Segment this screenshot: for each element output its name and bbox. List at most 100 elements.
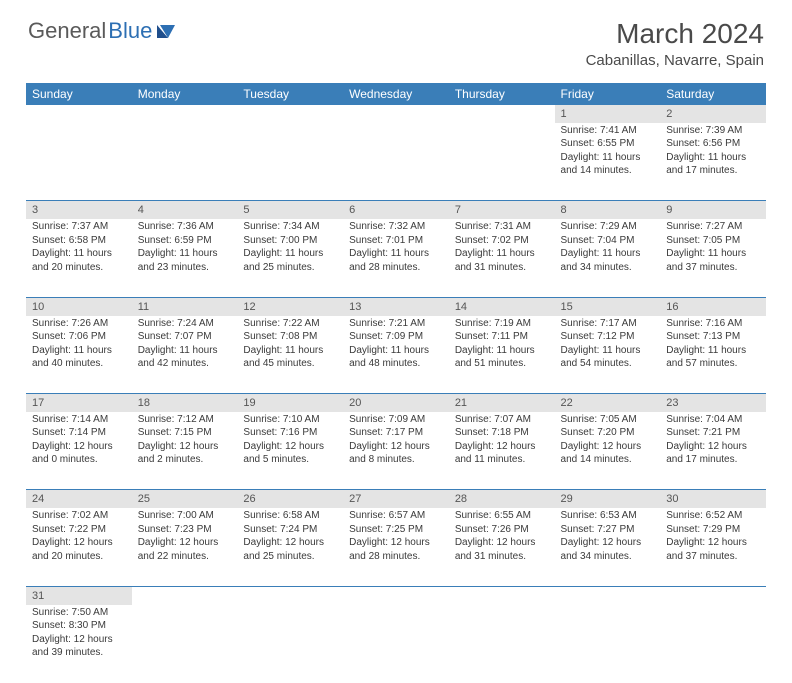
calendar-table: SundayMondayTuesdayWednesdayThursdayFrid…	[26, 83, 766, 683]
day-cell: Sunrise: 7:50 AMSunset: 8:30 PMDaylight:…	[26, 605, 132, 683]
day-number: 3	[26, 201, 132, 219]
content-row: Sunrise: 7:50 AMSunset: 8:30 PMDaylight:…	[26, 605, 766, 683]
cell-line-sunrise: Sunrise: 7:32 AM	[349, 220, 443, 234]
day-cell: Sunrise: 6:57 AMSunset: 7:25 PMDaylight:…	[343, 508, 449, 586]
day-cell: Sunrise: 7:19 AMSunset: 7:11 PMDaylight:…	[449, 316, 555, 394]
cell-line-sunset: Sunset: 7:11 PM	[455, 330, 549, 344]
day-number: 7	[449, 201, 555, 219]
day-cell: Sunrise: 7:21 AMSunset: 7:09 PMDaylight:…	[343, 316, 449, 394]
daynum-row: 24252627282930	[26, 490, 766, 508]
day-cell	[449, 123, 555, 201]
cell-line-sunrise: Sunrise: 7:37 AM	[32, 220, 126, 234]
cell-line-sunset: Sunset: 7:05 PM	[666, 234, 760, 248]
day-cell: Sunrise: 7:09 AMSunset: 7:17 PMDaylight:…	[343, 412, 449, 490]
content-row: Sunrise: 7:37 AMSunset: 6:58 PMDaylight:…	[26, 219, 766, 297]
cell-line-day2: and 5 minutes.	[243, 453, 337, 467]
cell-line-sunset: Sunset: 7:21 PM	[666, 426, 760, 440]
cell-line-day2: and 23 minutes.	[138, 261, 232, 275]
cell-line-sunset: Sunset: 7:15 PM	[138, 426, 232, 440]
day-cell: Sunrise: 7:34 AMSunset: 7:00 PMDaylight:…	[237, 219, 343, 297]
cell-line-sunrise: Sunrise: 7:21 AM	[349, 317, 443, 331]
day-cell: Sunrise: 7:29 AMSunset: 7:04 PMDaylight:…	[555, 219, 661, 297]
cell-line-day1: Daylight: 12 hours	[455, 440, 549, 454]
cell-line-day2: and 54 minutes.	[561, 357, 655, 371]
day-number: 24	[26, 490, 132, 508]
cell-line-sunrise: Sunrise: 7:41 AM	[561, 124, 655, 138]
logo: General Blue	[28, 18, 179, 44]
day-cell: Sunrise: 7:24 AMSunset: 7:07 PMDaylight:…	[132, 316, 238, 394]
cell-line-day2: and 31 minutes.	[455, 261, 549, 275]
cell-line-day2: and 28 minutes.	[349, 550, 443, 564]
logo-general-text: General	[28, 18, 106, 44]
cell-line-sunset: Sunset: 7:23 PM	[138, 523, 232, 537]
day-number	[343, 105, 449, 123]
cell-line-sunrise: Sunrise: 6:58 AM	[243, 509, 337, 523]
cell-line-day2: and 20 minutes.	[32, 550, 126, 564]
cell-line-sunset: Sunset: 8:30 PM	[32, 619, 126, 633]
cell-line-day1: Daylight: 12 hours	[666, 536, 760, 550]
cell-line-sunset: Sunset: 7:04 PM	[561, 234, 655, 248]
day-header: Friday	[555, 83, 661, 105]
day-cell: Sunrise: 7:17 AMSunset: 7:12 PMDaylight:…	[555, 316, 661, 394]
cell-line-day2: and 25 minutes.	[243, 261, 337, 275]
day-cell	[237, 123, 343, 201]
day-cell	[132, 605, 238, 683]
cell-line-sunset: Sunset: 6:56 PM	[666, 137, 760, 151]
day-number: 15	[555, 297, 661, 315]
day-number: 14	[449, 297, 555, 315]
day-number: 10	[26, 297, 132, 315]
cell-line-sunrise: Sunrise: 7:02 AM	[32, 509, 126, 523]
cell-line-day1: Daylight: 11 hours	[455, 344, 549, 358]
day-cell: Sunrise: 7:12 AMSunset: 7:15 PMDaylight:…	[132, 412, 238, 490]
month-title: March 2024	[586, 18, 764, 50]
day-cell	[26, 123, 132, 201]
cell-line-day2: and 34 minutes.	[561, 550, 655, 564]
day-number: 17	[26, 394, 132, 412]
cell-line-day1: Daylight: 12 hours	[666, 440, 760, 454]
day-cell: Sunrise: 7:32 AMSunset: 7:01 PMDaylight:…	[343, 219, 449, 297]
header: General Blue March 2024 Cabanillas, Nava…	[0, 0, 792, 77]
cell-line-day1: Daylight: 12 hours	[32, 440, 126, 454]
day-number: 16	[660, 297, 766, 315]
cell-line-sunrise: Sunrise: 7:34 AM	[243, 220, 337, 234]
cell-line-day2: and 0 minutes.	[32, 453, 126, 467]
cell-line-sunset: Sunset: 7:26 PM	[455, 523, 549, 537]
day-header: Sunday	[26, 83, 132, 105]
cell-line-sunrise: Sunrise: 6:57 AM	[349, 509, 443, 523]
day-number	[343, 586, 449, 604]
day-number: 29	[555, 490, 661, 508]
day-cell: Sunrise: 7:41 AMSunset: 6:55 PMDaylight:…	[555, 123, 661, 201]
cell-line-sunset: Sunset: 7:18 PM	[455, 426, 549, 440]
day-cell: Sunrise: 7:31 AMSunset: 7:02 PMDaylight:…	[449, 219, 555, 297]
day-cell: Sunrise: 7:27 AMSunset: 7:05 PMDaylight:…	[660, 219, 766, 297]
day-cell	[132, 123, 238, 201]
day-number: 8	[555, 201, 661, 219]
cell-line-sunrise: Sunrise: 7:29 AM	[561, 220, 655, 234]
day-cell	[343, 123, 449, 201]
cell-line-day1: Daylight: 11 hours	[32, 247, 126, 261]
day-number: 25	[132, 490, 238, 508]
daynum-row: 31	[26, 586, 766, 604]
cell-line-sunrise: Sunrise: 7:17 AM	[561, 317, 655, 331]
day-number	[660, 586, 766, 604]
cell-line-day1: Daylight: 12 hours	[561, 536, 655, 550]
cell-line-day2: and 28 minutes.	[349, 261, 443, 275]
day-number: 9	[660, 201, 766, 219]
cell-line-day1: Daylight: 11 hours	[666, 344, 760, 358]
day-cell	[449, 605, 555, 683]
cell-line-day1: Daylight: 12 hours	[455, 536, 549, 550]
cell-line-day1: Daylight: 11 hours	[349, 247, 443, 261]
cell-line-sunset: Sunset: 7:01 PM	[349, 234, 443, 248]
cell-line-day2: and 11 minutes.	[455, 453, 549, 467]
day-cell: Sunrise: 7:02 AMSunset: 7:22 PMDaylight:…	[26, 508, 132, 586]
cell-line-sunrise: Sunrise: 7:36 AM	[138, 220, 232, 234]
cell-line-sunrise: Sunrise: 7:26 AM	[32, 317, 126, 331]
day-number: 12	[237, 297, 343, 315]
cell-line-day1: Daylight: 12 hours	[243, 440, 337, 454]
cell-line-sunrise: Sunrise: 7:12 AM	[138, 413, 232, 427]
cell-line-day1: Daylight: 11 hours	[666, 247, 760, 261]
cell-line-sunset: Sunset: 7:16 PM	[243, 426, 337, 440]
day-cell: Sunrise: 7:14 AMSunset: 7:14 PMDaylight:…	[26, 412, 132, 490]
cell-line-sunset: Sunset: 7:17 PM	[349, 426, 443, 440]
cell-line-day1: Daylight: 11 hours	[138, 344, 232, 358]
